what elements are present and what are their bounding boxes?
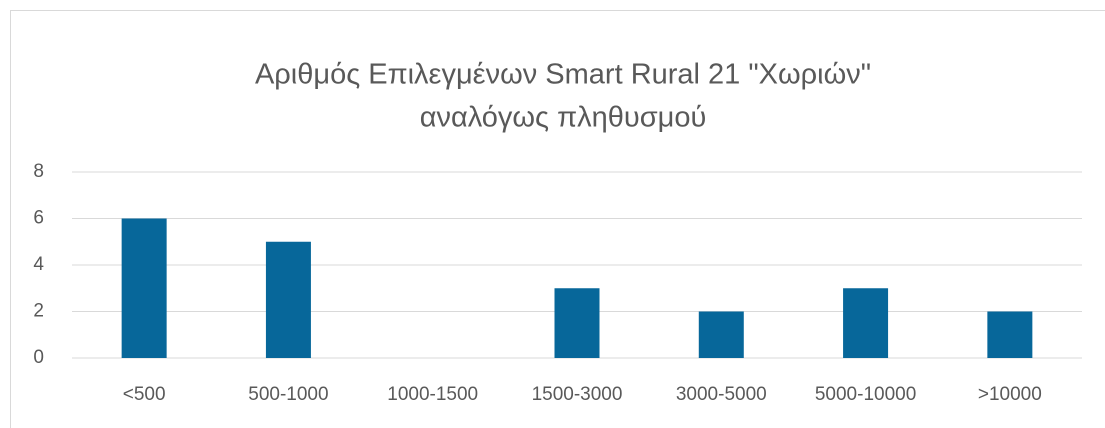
bar xyxy=(554,288,600,358)
y-tick-label: 4 xyxy=(33,254,44,275)
bar xyxy=(121,218,167,358)
y-tick-label: 6 xyxy=(33,208,44,229)
x-tick-label: <500 xyxy=(123,384,166,405)
y-tick-label: 8 xyxy=(33,161,44,182)
y-tick-label: 0 xyxy=(33,347,44,368)
bar xyxy=(698,311,744,358)
bar xyxy=(265,241,311,358)
x-tick-label: >10000 xyxy=(978,384,1042,405)
y-tick-label: 2 xyxy=(33,301,44,322)
x-tick-label: 500-1000 xyxy=(248,384,328,405)
chart-title: Αριθμός Επιλεγμένων Smart Rural 21 "Χωρι… xyxy=(255,59,871,91)
x-tick-label: 5000-10000 xyxy=(815,384,916,405)
x-tick-label: 1000-1500 xyxy=(387,384,478,405)
x-tick-label: 3000-5000 xyxy=(676,384,767,405)
bar xyxy=(987,311,1033,358)
chart-border xyxy=(10,10,1105,428)
x-tick-label: 1500-3000 xyxy=(532,384,623,405)
bar xyxy=(843,288,889,358)
chart-title: αναλόγως πληθυσμού xyxy=(420,102,707,134)
